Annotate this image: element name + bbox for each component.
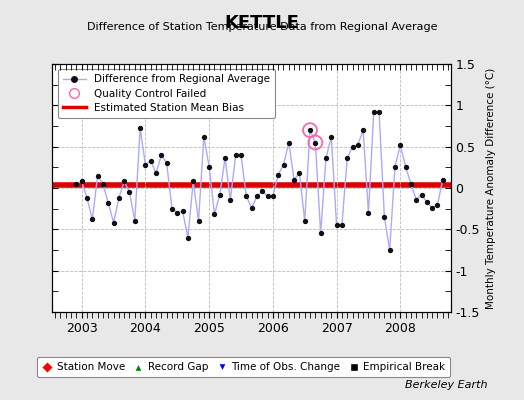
Point xyxy=(354,142,362,148)
Point xyxy=(221,155,230,162)
Point xyxy=(110,220,118,226)
Point xyxy=(99,181,107,187)
Point xyxy=(184,234,192,241)
Point xyxy=(380,214,389,220)
Point xyxy=(301,218,309,224)
Point xyxy=(316,230,325,237)
Point xyxy=(343,155,352,162)
Point xyxy=(141,162,150,168)
Point xyxy=(417,192,425,198)
Point xyxy=(162,160,171,166)
Point xyxy=(115,195,123,201)
Point xyxy=(152,170,160,176)
Point xyxy=(136,125,144,132)
Text: KETTLE: KETTLE xyxy=(225,14,299,32)
Point xyxy=(178,208,187,214)
Point xyxy=(274,172,282,178)
Point xyxy=(295,170,303,176)
Point xyxy=(391,163,399,170)
Point xyxy=(369,109,378,115)
Point xyxy=(279,162,288,168)
Point xyxy=(423,199,431,205)
Point xyxy=(311,139,320,146)
Point xyxy=(322,155,330,162)
Y-axis label: Monthly Temperature Anomaly Difference (°C): Monthly Temperature Anomaly Difference (… xyxy=(486,67,496,309)
Point xyxy=(269,193,277,200)
Point xyxy=(72,181,81,187)
Point xyxy=(439,176,447,183)
Point xyxy=(83,195,91,201)
Point xyxy=(327,134,335,140)
Point xyxy=(407,181,415,187)
Point xyxy=(306,127,314,133)
Point xyxy=(157,152,166,158)
Point xyxy=(311,139,320,146)
Point xyxy=(78,178,86,184)
Point xyxy=(306,127,314,133)
Point xyxy=(412,196,420,203)
Text: Berkeley Earth: Berkeley Earth xyxy=(405,380,487,390)
Point xyxy=(375,109,383,115)
Point xyxy=(253,193,261,200)
Point xyxy=(332,222,341,228)
Point xyxy=(125,189,134,195)
Point xyxy=(359,127,367,133)
Point xyxy=(242,193,250,200)
Point xyxy=(130,218,139,224)
Point xyxy=(290,176,298,183)
Point xyxy=(205,163,213,170)
Point xyxy=(258,188,266,194)
Point xyxy=(226,196,235,203)
Point xyxy=(104,200,113,206)
Point xyxy=(401,163,410,170)
Point xyxy=(120,178,128,184)
Point xyxy=(247,205,256,211)
Point xyxy=(194,218,203,224)
Point xyxy=(173,210,181,216)
Point xyxy=(348,144,357,150)
Point xyxy=(189,178,198,184)
Legend: Station Move, Record Gap, Time of Obs. Change, Empirical Break: Station Move, Record Gap, Time of Obs. C… xyxy=(37,357,450,378)
Point xyxy=(210,211,219,218)
Point xyxy=(386,247,394,253)
Point xyxy=(237,152,245,158)
Point xyxy=(215,192,224,198)
Point xyxy=(88,216,96,223)
Point xyxy=(396,142,405,148)
Point xyxy=(285,139,293,146)
Point xyxy=(168,206,176,212)
Point xyxy=(337,222,346,228)
Point xyxy=(433,201,442,208)
Point xyxy=(428,205,436,211)
Point xyxy=(264,193,272,200)
Point xyxy=(93,172,102,179)
Point xyxy=(147,158,155,164)
Point xyxy=(364,210,373,216)
Point xyxy=(200,134,208,140)
Point xyxy=(232,152,240,158)
Text: Difference of Station Temperature Data from Regional Average: Difference of Station Temperature Data f… xyxy=(87,22,437,32)
